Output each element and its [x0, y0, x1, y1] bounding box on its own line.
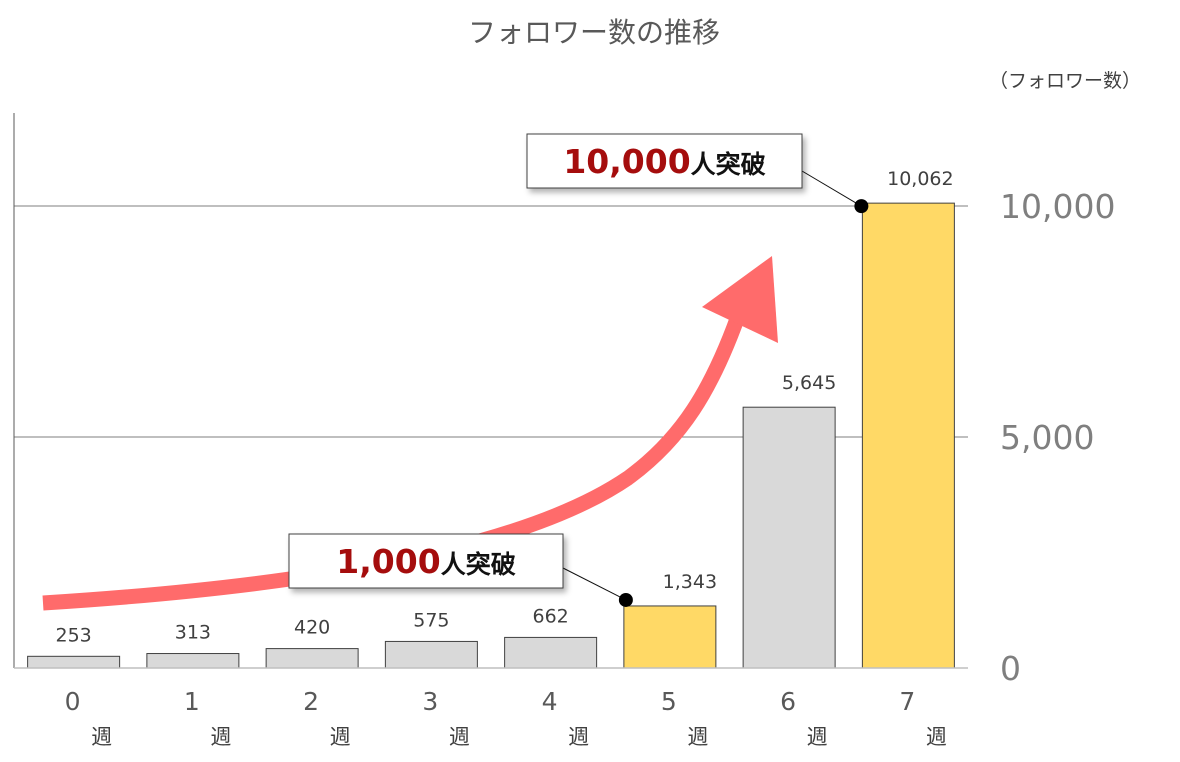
callout-box	[288, 533, 564, 589]
callout-leader-line	[562, 567, 627, 601]
x-tick-label-7: 7	[899, 687, 915, 716]
x-tick-suffix-5: 週	[687, 725, 708, 749]
callout-marker-dot	[618, 592, 633, 607]
x-tick-label-3: 3	[422, 687, 438, 716]
callout-box	[526, 133, 803, 189]
y-tick-label-10000: 10,000	[1000, 187, 1115, 226]
bar-week-7	[861, 202, 955, 669]
callout-marker-dot	[854, 199, 869, 214]
callout-number: 10,000	[563, 142, 690, 181]
bar-week-6	[742, 406, 836, 669]
growth-arrow	[42, 256, 778, 611]
x-tick-label-4: 4	[542, 687, 558, 716]
y-axis-unit-label: （フォロワー数）	[989, 70, 1141, 92]
callout-text: 1,000人突破	[336, 542, 515, 581]
growth-arrow-head	[702, 256, 778, 343]
x-tick-suffix-3: 週	[449, 725, 470, 749]
data-label-week-1: 313	[175, 622, 211, 644]
callout-number: 1,000	[336, 542, 440, 581]
x-tick-suffix-6: 週	[807, 725, 828, 749]
gridlines	[14, 205, 968, 438]
bar-week-1	[146, 653, 240, 669]
callout-label: 人突破	[691, 150, 766, 179]
data-label-week-4: 662	[532, 605, 568, 627]
x-tick-label-0: 0	[65, 687, 81, 716]
data-label-week-2: 420	[294, 617, 330, 639]
x-tick-suffix-0: 週	[91, 725, 112, 749]
callout-0: 1,000人突破	[288, 533, 633, 607]
data-label-week-5: 1,343	[663, 571, 717, 593]
x-tick-label-5: 5	[661, 687, 677, 716]
callout-text: 10,000人突破	[563, 142, 765, 181]
data-label-week-7: 10,062	[887, 168, 953, 190]
x-tick-suffix-4: 週	[568, 725, 589, 749]
bar-week-2	[265, 648, 359, 669]
callout-leader-line	[801, 170, 862, 207]
x-tick-suffix-7: 週	[926, 725, 947, 749]
bar-week-5	[623, 605, 717, 669]
chart-title: フォロワー数の推移	[468, 16, 720, 49]
x-tick-suffix-1: 週	[210, 725, 231, 749]
x-tick-label-1: 1	[184, 687, 200, 716]
x-tick-label-6: 6	[780, 687, 796, 716]
x-tick-label-2: 2	[303, 687, 319, 716]
bar-week-0	[27, 655, 121, 669]
y-tick-label-5000: 5,000	[1000, 418, 1094, 457]
bars	[27, 202, 955, 669]
data-label-week-3: 575	[413, 609, 449, 631]
bar-week-3	[384, 640, 478, 669]
y-tick-labels: 0 5,000 10,000	[1000, 187, 1115, 688]
data-label-week-0: 253	[55, 624, 91, 646]
callout-1: 10,000人突破	[526, 133, 869, 214]
bar-week-4	[504, 636, 598, 669]
callout-label: 人突破	[441, 550, 516, 579]
data-labels: 253 313 420 575 662 1,343 5,645 10,062	[55, 168, 953, 646]
data-label-week-6: 5,645	[782, 372, 836, 394]
x-tick-suffix-2: 週	[330, 725, 351, 749]
growth-arrow-shaft	[42, 302, 750, 611]
y-tick-label-0: 0	[1000, 649, 1021, 688]
